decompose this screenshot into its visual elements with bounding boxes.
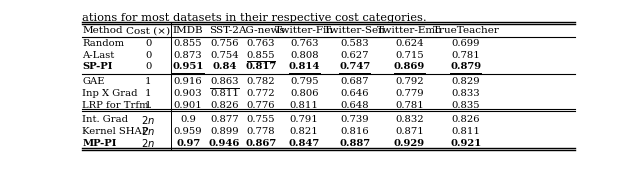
Text: 0.826: 0.826 <box>452 115 480 124</box>
Text: 0.791: 0.791 <box>290 115 319 124</box>
Text: 0.781: 0.781 <box>395 101 424 110</box>
Text: LRP for Trfm.: LRP for Trfm. <box>83 101 152 110</box>
Text: 0.755: 0.755 <box>247 115 275 124</box>
Text: 1: 1 <box>145 101 152 110</box>
Text: 0.754: 0.754 <box>210 51 239 60</box>
Text: 0.778: 0.778 <box>247 127 275 136</box>
Text: 0.899: 0.899 <box>210 127 239 136</box>
Text: 0.867: 0.867 <box>245 139 276 148</box>
Text: SST-2: SST-2 <box>209 26 239 35</box>
Text: 0.829: 0.829 <box>452 77 480 86</box>
Text: 0.835: 0.835 <box>452 101 480 110</box>
Text: Kernel SHAP: Kernel SHAP <box>83 127 149 136</box>
Text: 0.901: 0.901 <box>173 101 202 110</box>
Text: Random: Random <box>83 39 125 48</box>
Text: Int. Grad: Int. Grad <box>83 115 129 124</box>
Text: AG-news: AG-news <box>237 26 284 35</box>
Text: 0.646: 0.646 <box>340 89 369 98</box>
Text: 0.946: 0.946 <box>209 139 240 148</box>
Text: 0.817: 0.817 <box>245 62 276 71</box>
Text: Method: Method <box>83 26 123 35</box>
Text: 0.699: 0.699 <box>452 39 480 48</box>
Text: 0.811: 0.811 <box>290 101 319 110</box>
Text: 0.847: 0.847 <box>289 139 320 148</box>
Text: 0.648: 0.648 <box>340 101 369 110</box>
Text: 0.879: 0.879 <box>451 62 481 71</box>
Text: 0.687: 0.687 <box>340 77 369 86</box>
Text: 0.959: 0.959 <box>174 127 202 136</box>
Text: Cost (×): Cost (×) <box>126 26 170 35</box>
Text: 0.84: 0.84 <box>212 62 237 71</box>
Text: 0.97: 0.97 <box>176 139 200 148</box>
Text: 0.792: 0.792 <box>395 77 424 86</box>
Text: 0.808: 0.808 <box>290 51 319 60</box>
Text: 0.929: 0.929 <box>394 139 425 148</box>
Text: SP-PI: SP-PI <box>83 62 113 71</box>
Text: 0.772: 0.772 <box>247 89 275 98</box>
Text: 0.816: 0.816 <box>340 127 369 136</box>
Text: A-Last: A-Last <box>83 51 115 60</box>
Text: 0.916: 0.916 <box>174 77 202 86</box>
Text: 0.951: 0.951 <box>172 62 204 71</box>
Text: 0: 0 <box>145 39 152 48</box>
Text: 0.887: 0.887 <box>339 139 371 148</box>
Text: Inp X Grad: Inp X Grad <box>83 89 138 98</box>
Text: 0.826: 0.826 <box>210 101 239 110</box>
Text: 0.747: 0.747 <box>339 62 371 71</box>
Text: 0.869: 0.869 <box>394 62 425 71</box>
Text: IMDB: IMDB <box>173 26 204 35</box>
Text: TrueTeacher: TrueTeacher <box>433 26 499 35</box>
Text: 0.739: 0.739 <box>340 115 369 124</box>
Text: 0.715: 0.715 <box>395 51 424 60</box>
Text: 0.877: 0.877 <box>210 115 239 124</box>
Text: Twitter-Sen: Twitter-Sen <box>324 26 386 35</box>
Text: 0.583: 0.583 <box>340 39 369 48</box>
Text: GAE: GAE <box>83 77 105 86</box>
Text: 0.779: 0.779 <box>395 89 424 98</box>
Text: 0.855: 0.855 <box>174 39 202 48</box>
Text: 0.627: 0.627 <box>340 51 369 60</box>
Text: 0.782: 0.782 <box>247 77 275 86</box>
Text: Twitter-Fin: Twitter-Fin <box>275 26 333 35</box>
Text: 1: 1 <box>145 89 152 98</box>
Text: 0.624: 0.624 <box>395 39 424 48</box>
Text: 0.832: 0.832 <box>395 115 424 124</box>
Text: $2n$: $2n$ <box>141 114 156 126</box>
Text: $2n$: $2n$ <box>141 125 156 137</box>
Text: 0.855: 0.855 <box>247 51 275 60</box>
Text: 0.781: 0.781 <box>451 51 480 60</box>
Text: 0.763: 0.763 <box>290 39 319 48</box>
Text: 0.873: 0.873 <box>174 51 202 60</box>
Text: 1: 1 <box>145 77 152 86</box>
Text: 0.871: 0.871 <box>395 127 424 136</box>
Text: ations for most datasets in their respective cost categories.: ations for most datasets in their respec… <box>83 13 427 23</box>
Text: 0.811: 0.811 <box>451 127 481 136</box>
Text: 0: 0 <box>145 51 152 60</box>
Text: $2n$: $2n$ <box>141 137 156 149</box>
Text: 0.833: 0.833 <box>452 89 480 98</box>
Text: 0.811: 0.811 <box>210 89 239 98</box>
Text: 0.795: 0.795 <box>290 77 319 86</box>
Text: 0.903: 0.903 <box>174 89 202 98</box>
Text: 0.776: 0.776 <box>247 101 275 110</box>
Text: 0.9: 0.9 <box>180 115 196 124</box>
Text: Twitter-Emo: Twitter-Emo <box>377 26 442 35</box>
Text: 0.756: 0.756 <box>210 39 239 48</box>
Text: MP-PI: MP-PI <box>83 139 117 148</box>
Text: 0.806: 0.806 <box>290 89 319 98</box>
Text: 0.821: 0.821 <box>290 127 319 136</box>
Text: 0.863: 0.863 <box>210 77 239 86</box>
Text: 0.814: 0.814 <box>289 62 320 71</box>
Text: 0.763: 0.763 <box>247 39 275 48</box>
Text: 0: 0 <box>145 62 152 71</box>
Text: 0.921: 0.921 <box>451 139 481 148</box>
